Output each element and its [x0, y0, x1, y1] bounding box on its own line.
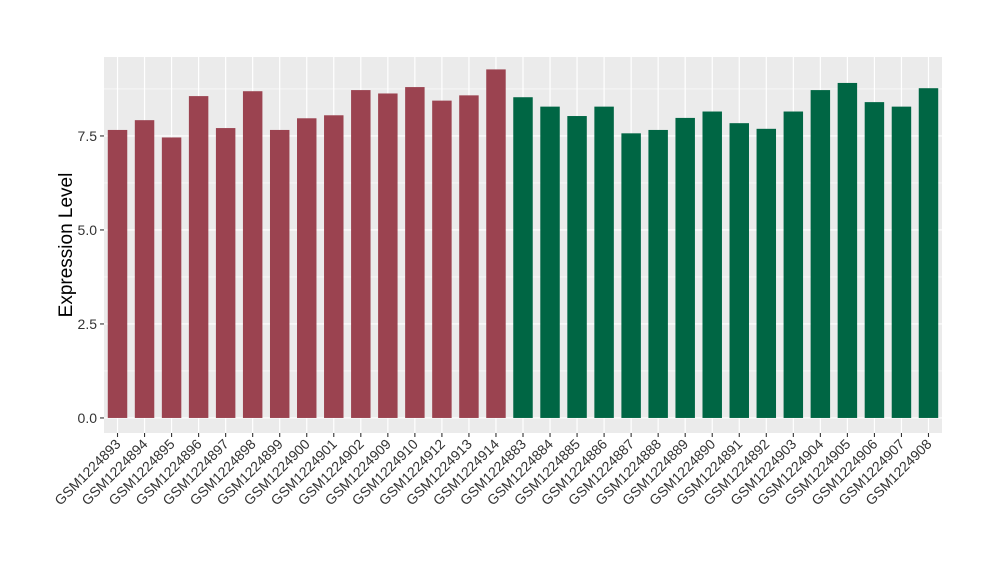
bar-GSM1224893 — [107, 129, 128, 418]
bar-GSM1224899 — [269, 129, 290, 418]
bar-GSM1224887 — [621, 133, 641, 418]
bar-GSM1224904 — [810, 90, 831, 418]
y-tick-label: 7.5 — [78, 128, 98, 144]
bar-GSM1224890 — [702, 111, 722, 418]
bars — [107, 69, 939, 418]
bar-GSM1224883 — [513, 97, 533, 418]
bar-GSM1224901 — [324, 115, 344, 418]
bar-GSM1224903 — [783, 111, 804, 418]
bar-GSM1224889 — [675, 117, 695, 418]
bar-GSM1224908 — [918, 88, 939, 418]
y-tick-label: 0.0 — [78, 410, 98, 426]
bar-GSM1224909 — [378, 93, 398, 418]
y-axis-title: Expression Level — [56, 173, 77, 318]
bar-GSM1224913 — [459, 95, 479, 418]
bar-GSM1224891 — [729, 123, 749, 418]
bar-GSM1224910 — [405, 87, 425, 418]
y-axis: 0.0 2.5 5.0 7.5 — [78, 128, 104, 426]
y-tick-label: 2.5 — [78, 316, 98, 332]
bar-GSM1224888 — [648, 129, 668, 418]
bar-GSM1224897 — [215, 128, 236, 418]
bar-GSM1224914 — [486, 69, 506, 418]
bar-GSM1224886 — [594, 106, 614, 418]
bar-GSM1224907 — [891, 106, 912, 418]
bar-GSM1224902 — [351, 90, 371, 418]
y-tick-label: 5.0 — [78, 222, 98, 238]
bar-GSM1224898 — [242, 91, 263, 418]
bar-GSM1224896 — [188, 96, 209, 418]
bar-GSM1224885 — [567, 116, 587, 418]
bar-GSM1224894 — [134, 120, 155, 418]
bar-GSM1224884 — [540, 106, 560, 418]
x-axis: GSM1224893GSM1224894GSM1224895GSM1224896… — [51, 433, 935, 508]
bar-GSM1224900 — [297, 118, 317, 418]
bar-GSM1224912 — [432, 100, 452, 418]
bar-GSM1224892 — [756, 128, 777, 418]
bar-GSM1224895 — [161, 137, 182, 418]
bar-GSM1224906 — [864, 102, 885, 418]
bar-GSM1224905 — [837, 82, 858, 418]
